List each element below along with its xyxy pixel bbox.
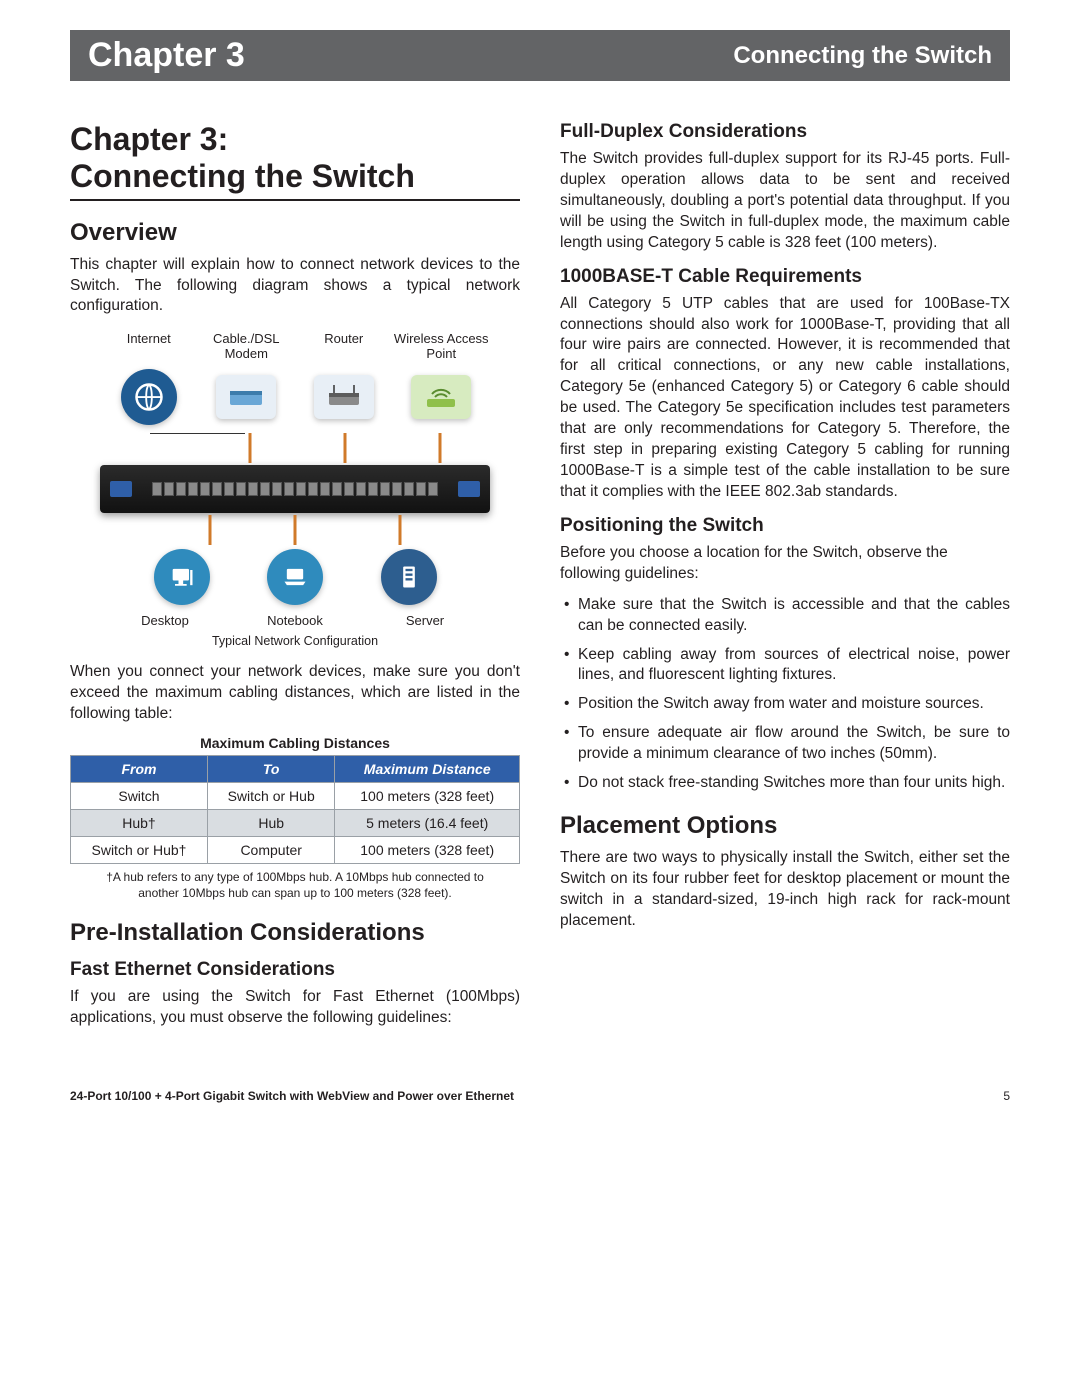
- positioning-intro: Before you choose a location for the Swi…: [560, 543, 1010, 585]
- network-diagram: Internet Cable./DSL Modem Router Wireles…: [100, 331, 490, 648]
- table-cell: Switch: [71, 783, 208, 810]
- table-row: Switch Switch or Hub 100 meters (328 fee…: [71, 783, 520, 810]
- switch-badge-left: [110, 481, 132, 497]
- table-col-from: From: [71, 756, 208, 783]
- diagram-label-internet: Internet: [100, 331, 198, 361]
- list-item: Keep cabling away from sources of electr…: [578, 645, 1010, 687]
- fast-ethernet-heading: Fast Ethernet Considerations: [70, 959, 520, 981]
- list-item: To ensure adequate air flow around the S…: [578, 723, 1010, 765]
- full-duplex-para: The Switch provides full-duplex support …: [560, 149, 1010, 254]
- diagram-bottom-labels: Desktop Notebook Server: [100, 613, 490, 628]
- table-header-row: From To Maximum Distance: [71, 756, 520, 783]
- fast-ethernet-para: If you are using the Switch for Fast Eth…: [70, 987, 520, 1029]
- page-footer: 24-Port 10/100 + 4-Port Gigabit Switch w…: [70, 1089, 1010, 1103]
- server-icon: [377, 545, 441, 609]
- placement-heading: Placement Options: [560, 812, 1010, 840]
- table-col-maxdist: Maximum Distance: [335, 756, 520, 783]
- header-chapter: Chapter 3: [88, 36, 245, 75]
- table-row: Switch or Hub† Computer 100 meters (328 …: [71, 837, 520, 864]
- table-cell: Switch or Hub: [207, 783, 334, 810]
- preinstall-heading: Pre-Installation Considerations: [70, 919, 520, 947]
- table-col-to: To: [207, 756, 334, 783]
- diagram-label-notebook: Notebook: [230, 613, 360, 628]
- table-cell: 100 meters (328 feet): [335, 837, 520, 864]
- diagram-label-server: Server: [360, 613, 490, 628]
- diagram-label-router: Router: [295, 331, 393, 361]
- table-cell: 5 meters (16.4 feet): [335, 810, 520, 837]
- diagram-bottom-row: [100, 545, 490, 609]
- table-cell: Hub†: [71, 810, 208, 837]
- positioning-bullets: Make sure that the Switch is accessible …: [560, 595, 1010, 794]
- switch-badge-right: [458, 481, 480, 497]
- base-t-para: All Category 5 UTP cables that are used …: [560, 294, 1010, 503]
- diagram-lines-bottom: [100, 515, 490, 545]
- diagram-top-row: [100, 365, 490, 429]
- header-title: Connecting the Switch: [733, 42, 992, 70]
- desktop-icon: [150, 545, 214, 609]
- table-row: Hub† Hub 5 meters (16.4 feet): [71, 810, 520, 837]
- table-footnote: †A hub refers to any type of 100Mbps hub…: [90, 870, 500, 901]
- max-distance-table: From To Maximum Distance Switch Switch o…: [70, 755, 520, 864]
- overview-para-2: When you connect your network devices, m…: [70, 662, 520, 725]
- diagram-label-desktop: Desktop: [100, 613, 230, 628]
- notebook-icon: [263, 545, 327, 609]
- overview-para-1: This chapter will explain how to connect…: [70, 255, 520, 318]
- list-item: Do not stack free-standing Switches more…: [578, 773, 1010, 794]
- table-title: Maximum Cabling Distances: [70, 735, 520, 751]
- overview-heading: Overview: [70, 219, 520, 247]
- header-bar: Chapter 3 Connecting the Switch: [70, 30, 1010, 81]
- table-cell: Hub: [207, 810, 334, 837]
- positioning-heading: Positioning the Switch: [560, 515, 1010, 537]
- left-column: Chapter 3: Connecting the Switch Overvie…: [70, 121, 520, 1039]
- list-item: Position the Switch away from water and …: [578, 694, 1010, 715]
- placement-para: There are two ways to physically install…: [560, 848, 1010, 932]
- modem-icon: [214, 365, 278, 429]
- router-icon: [312, 365, 376, 429]
- diagram-label-wap: Wireless Access Point: [393, 331, 491, 361]
- chapter-title: Chapter 3: Connecting the Switch: [70, 121, 520, 201]
- footer-product-name: 24-Port 10/100 + 4-Port Gigabit Switch w…: [70, 1089, 514, 1103]
- table-cell: Computer: [207, 837, 334, 864]
- switch-icon: [100, 465, 490, 513]
- content-columns: Chapter 3: Connecting the Switch Overvie…: [70, 121, 1010, 1039]
- table-cell: 100 meters (328 feet): [335, 783, 520, 810]
- diagram-top-labels: Internet Cable./DSL Modem Router Wireles…: [100, 331, 490, 361]
- footer-page-number: 5: [1003, 1089, 1010, 1103]
- full-duplex-heading: Full-Duplex Considerations: [560, 121, 1010, 143]
- base-t-heading: 1000BASE-T Cable Requirements: [560, 266, 1010, 288]
- list-item: Make sure that the Switch is accessible …: [578, 595, 1010, 637]
- table-cell: Switch or Hub†: [71, 837, 208, 864]
- right-column: Full-Duplex Considerations The Switch pr…: [560, 121, 1010, 1039]
- switch-ports: [134, 482, 456, 496]
- diagram-caption: Typical Network Configuration: [100, 634, 490, 648]
- wap-icon: [409, 365, 473, 429]
- diagram-label-modem: Cable./DSL Modem: [198, 331, 296, 361]
- diagram-lines-top: [100, 433, 490, 463]
- internet-icon: [117, 365, 181, 429]
- page: Chapter 3 Connecting the Switch Chapter …: [0, 0, 1080, 1133]
